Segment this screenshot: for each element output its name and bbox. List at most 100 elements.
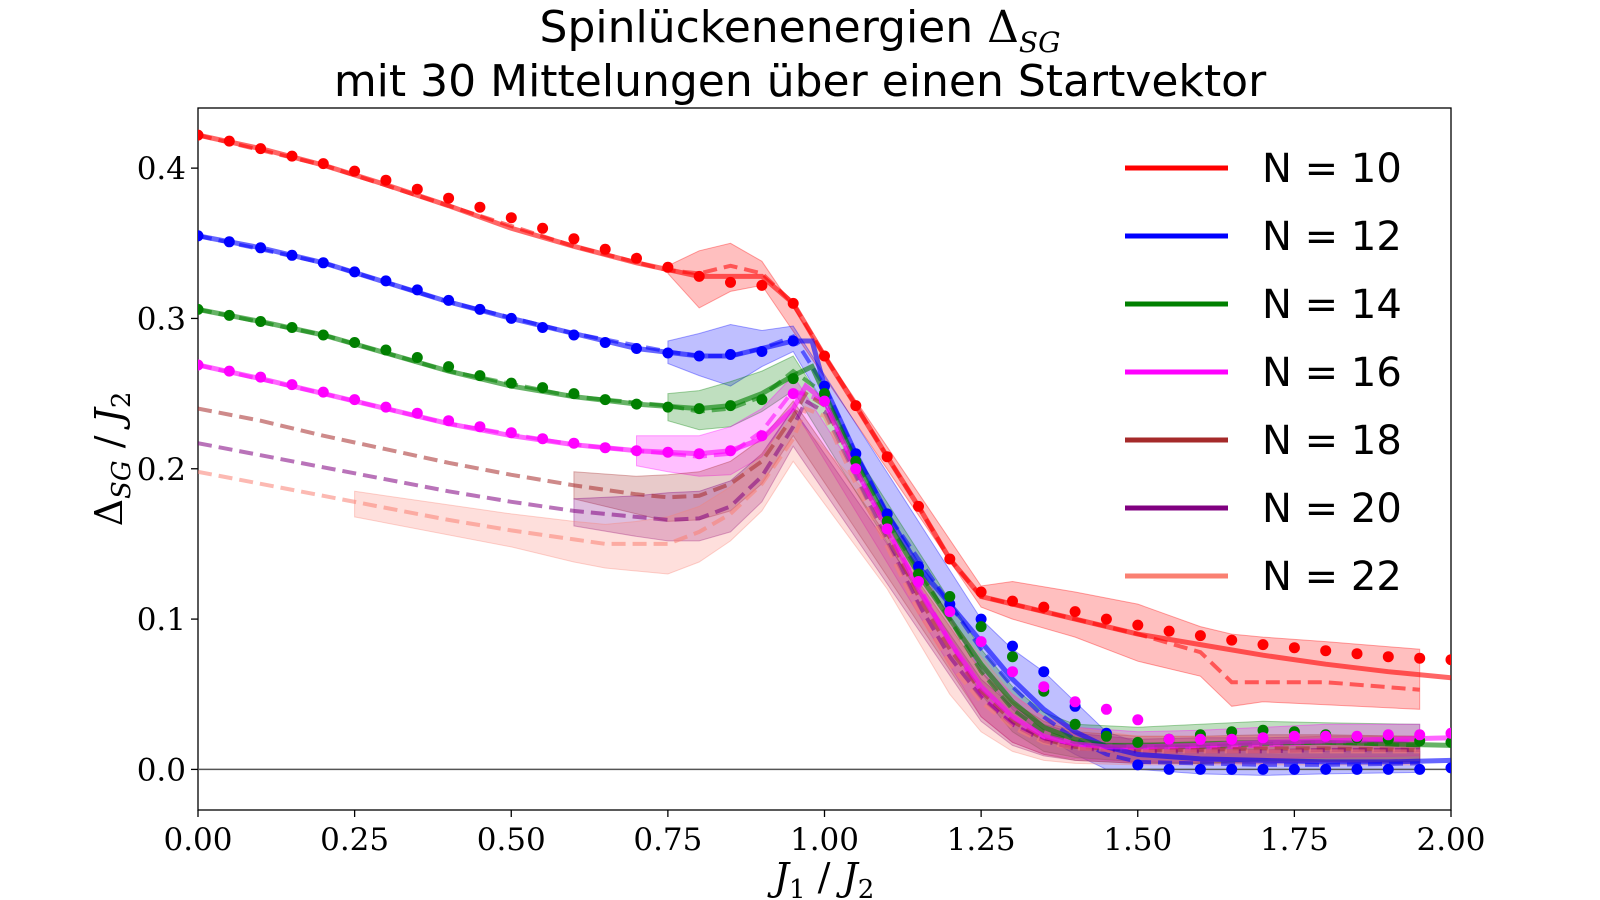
dot-marker-series-0-7 xyxy=(411,183,423,195)
dot-marker-series-3-0 xyxy=(198,359,204,371)
dot-marker-series-2-10 xyxy=(505,377,517,389)
dot-marker-series-2-13 xyxy=(599,394,611,406)
dot-marker-series-0-38 xyxy=(1382,651,1394,663)
y-tick-label-0: 0.0 xyxy=(137,752,186,788)
dot-marker-series-3-13 xyxy=(599,442,611,454)
dot-marker-series-1-34 xyxy=(1257,763,1269,775)
dot-marker-series-2-26 xyxy=(1007,651,1018,663)
dot-marker-series-3-8 xyxy=(443,415,455,427)
chart-subtitle: mit 30 Mittelungen über einen Startvekto… xyxy=(333,56,1267,107)
dot-marker-series-1-21 xyxy=(850,448,862,460)
x-tick-label-4: 1.00 xyxy=(790,822,859,858)
dot-marker-series-2-8 xyxy=(443,361,455,373)
dot-marker-series-3-32 xyxy=(1194,733,1206,745)
dot-marker-series-2-5 xyxy=(349,337,361,348)
dot-marker-series-0-9 xyxy=(474,201,486,213)
dot-marker-series-2-12 xyxy=(568,388,580,400)
dot-marker-series-0-3 xyxy=(286,150,298,162)
dot-marker-series-0-13 xyxy=(599,243,611,255)
legend-label-0: N = 10 xyxy=(1262,146,1402,192)
dot-marker-series-1-6 xyxy=(380,275,392,287)
dot-marker-series-1-36 xyxy=(1320,763,1332,775)
dot-marker-series-3-37 xyxy=(1351,730,1363,742)
dot-marker-series-0-23 xyxy=(913,500,924,512)
dot-marker-series-0-29 xyxy=(1100,613,1112,625)
dot-marker-series-3-38 xyxy=(1382,729,1394,741)
dot-marker-series-3-22 xyxy=(881,523,893,535)
y-tick-label-3: 0.3 xyxy=(137,301,186,337)
dot-marker-series-1-35 xyxy=(1288,763,1300,775)
dot-marker-series-1-3 xyxy=(286,249,298,261)
dot-marker-series-0-5 xyxy=(349,165,361,177)
dot-marker-series-1-2 xyxy=(255,242,267,254)
dot-marker-series-0-21 xyxy=(850,400,862,412)
x-tick-label-3: 0.75 xyxy=(633,822,702,858)
dot-marker-series-0-32 xyxy=(1194,630,1206,642)
dot-marker-series-0-25 xyxy=(975,586,987,598)
y-tick-label-1: 0.1 xyxy=(137,602,186,638)
dot-marker-series-2-30 xyxy=(1132,736,1144,748)
dot-marker-series-2-11 xyxy=(537,382,549,394)
dot-marker-series-3-21 xyxy=(850,463,862,475)
dot-marker-series-2-7 xyxy=(411,352,423,363)
dot-marker-series-3-6 xyxy=(380,401,392,413)
chart-title: Spinlückenenergien ΔSG xyxy=(539,2,1061,59)
dot-marker-series-2-0 xyxy=(198,303,204,315)
dot-marker-series-1-0 xyxy=(198,230,204,242)
x-axis-label: J1 / J2 xyxy=(767,855,875,900)
dot-marker-series-3-16 xyxy=(693,448,705,460)
dot-marker-series-2-1 xyxy=(223,309,235,321)
dot-marker-series-0-33 xyxy=(1226,634,1238,646)
dot-marker-series-1-16 xyxy=(693,350,705,362)
dot-marker-series-0-37 xyxy=(1351,648,1363,660)
dot-marker-series-1-15 xyxy=(662,347,674,359)
dot-marker-series-3-24 xyxy=(944,606,956,618)
y-tick-label-2: 0.2 xyxy=(137,452,186,488)
dot-marker-series-1-19 xyxy=(787,335,799,347)
dot-marker-series-2-24 xyxy=(944,591,956,602)
dot-marker-series-1-1 xyxy=(223,236,235,248)
dot-marker-series-1-7 xyxy=(411,284,423,296)
dot-marker-series-3-39 xyxy=(1414,729,1426,741)
dot-marker-series-1-10 xyxy=(505,312,517,324)
dot-marker-series-2-40 xyxy=(1445,736,1451,748)
dot-marker-series-0-0 xyxy=(198,129,204,141)
dot-marker-series-1-26 xyxy=(1007,640,1018,652)
dot-marker-series-3-15 xyxy=(662,446,674,458)
dot-marker-series-1-33 xyxy=(1226,763,1238,775)
x-axis-ticks: 0.00 0.25 0.50 0.75 1.00 1.25 1.50 1.75 2.00 xyxy=(163,810,1486,858)
legend-label-3: N = 16 xyxy=(1262,350,1402,396)
dot-marker-series-0-4 xyxy=(317,158,329,170)
dashed-line-series-4 xyxy=(198,390,1420,752)
dot-marker-series-1-40 xyxy=(1445,762,1451,774)
dot-marker-series-0-1 xyxy=(223,135,235,147)
dot-marker-series-0-30 xyxy=(1132,619,1144,631)
dot-marker-series-0-26 xyxy=(1007,595,1018,607)
dot-marker-series-1-37 xyxy=(1351,763,1363,775)
dot-marker-series-3-23 xyxy=(913,576,924,587)
dot-marker-series-0-12 xyxy=(568,233,580,245)
dot-marker-series-0-40 xyxy=(1445,654,1451,666)
dot-marker-series-3-26 xyxy=(1007,666,1018,678)
x-tick-label-7: 1.75 xyxy=(1260,822,1329,858)
dot-marker-series-3-27 xyxy=(1038,681,1050,693)
legend-label-6: N = 22 xyxy=(1262,554,1402,600)
y-axis-ticks: 0.0 0.1 0.2 0.3 0.4 xyxy=(137,151,198,788)
dot-marker-series-1-32 xyxy=(1194,763,1206,775)
dot-marker-series-0-31 xyxy=(1163,625,1175,637)
dot-marker-series-3-34 xyxy=(1257,732,1269,744)
dot-marker-series-3-5 xyxy=(349,394,361,406)
dot-marker-series-3-20 xyxy=(819,395,830,407)
legend-label-4: N = 18 xyxy=(1262,418,1402,464)
dot-marker-series-0-8 xyxy=(443,192,455,204)
dot-marker-series-3-4 xyxy=(317,386,329,398)
dot-marker-series-3-29 xyxy=(1100,703,1112,715)
x-tick-label-1: 0.25 xyxy=(320,822,389,858)
dot-marker-series-0-39 xyxy=(1414,652,1426,664)
band-series-0 xyxy=(667,242,1421,710)
dot-marker-series-0-28 xyxy=(1069,606,1081,618)
dot-marker-series-0-19 xyxy=(787,297,799,309)
dot-marker-series-3-12 xyxy=(568,437,580,449)
legend-label-2: N = 14 xyxy=(1262,282,1402,328)
dot-marker-series-0-36 xyxy=(1320,645,1332,657)
